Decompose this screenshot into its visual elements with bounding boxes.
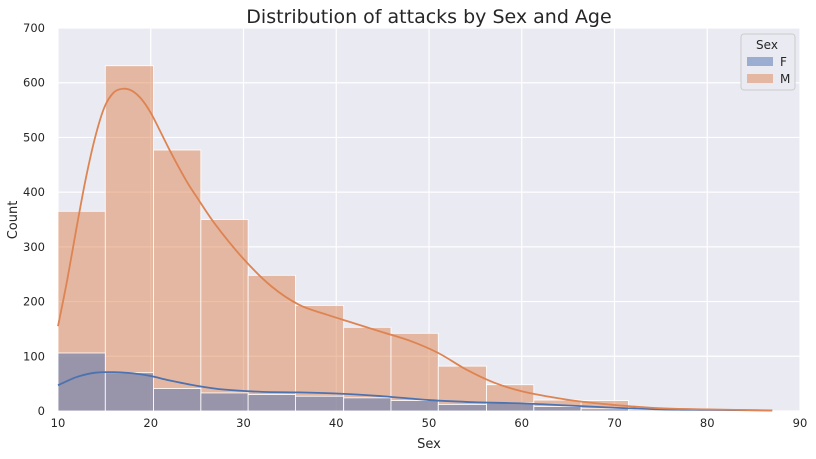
bar-f: [343, 397, 392, 412]
y-tick-label: 600: [23, 76, 45, 90]
bar-m: [200, 219, 249, 412]
y-axis-label: Count: [6, 201, 21, 240]
legend-label-f: F: [780, 55, 787, 69]
x-tick-label: 10: [51, 416, 66, 430]
tick-labels: 10 20 30 40 50 60 70 80 90 0 100 200 300 400 500 600 700: [23, 21, 807, 430]
x-axis-label: Sex: [417, 437, 441, 452]
x-tick-label: 50: [422, 416, 437, 430]
x-tick-label: 30: [236, 416, 251, 430]
x-tick-label: 20: [143, 416, 158, 430]
x-tick-label: 80: [700, 416, 715, 430]
y-tick-label: 100: [23, 349, 45, 363]
chart-title: Distribution of attacks by Sex and Age: [246, 6, 611, 28]
bar-f: [533, 406, 582, 412]
bar-f: [153, 388, 202, 412]
kde-line-m: [57, 87, 773, 412]
kde-curves: [57, 87, 773, 412]
legend-label-m: M: [780, 72, 790, 86]
y-tick-label: 200: [23, 295, 45, 309]
bar-f: [104, 372, 154, 412]
bar-f: [295, 395, 345, 412]
bar-f: [200, 392, 249, 412]
y-tick-label: 500: [23, 130, 45, 144]
bar-f: [390, 400, 439, 412]
bar-m: [295, 305, 345, 412]
y-tick-label: 300: [23, 240, 45, 254]
y-tick-label: 700: [23, 21, 45, 35]
bar-m: [437, 365, 487, 412]
y-tick-label: 0: [38, 404, 45, 418]
bar-f: [580, 408, 629, 412]
bar-m: [247, 274, 296, 412]
x-tick-label: 40: [329, 416, 344, 430]
histogram-bars: [57, 65, 772, 412]
bar-f: [247, 394, 296, 412]
legend-swatch-m: [747, 74, 773, 83]
x-tick-label: 70: [607, 416, 622, 430]
bar-m: [104, 65, 154, 412]
legend-title: Sex: [756, 38, 778, 52]
x-tick-label: 60: [514, 416, 529, 430]
kde-line-f: [57, 371, 773, 412]
bar-m: [153, 149, 202, 412]
legend-swatch-f: [747, 57, 773, 66]
legend: Sex F M: [740, 33, 796, 91]
y-tick-label: 400: [23, 185, 45, 199]
bar-f: [437, 404, 487, 412]
x-tick-label: 90: [793, 416, 808, 430]
